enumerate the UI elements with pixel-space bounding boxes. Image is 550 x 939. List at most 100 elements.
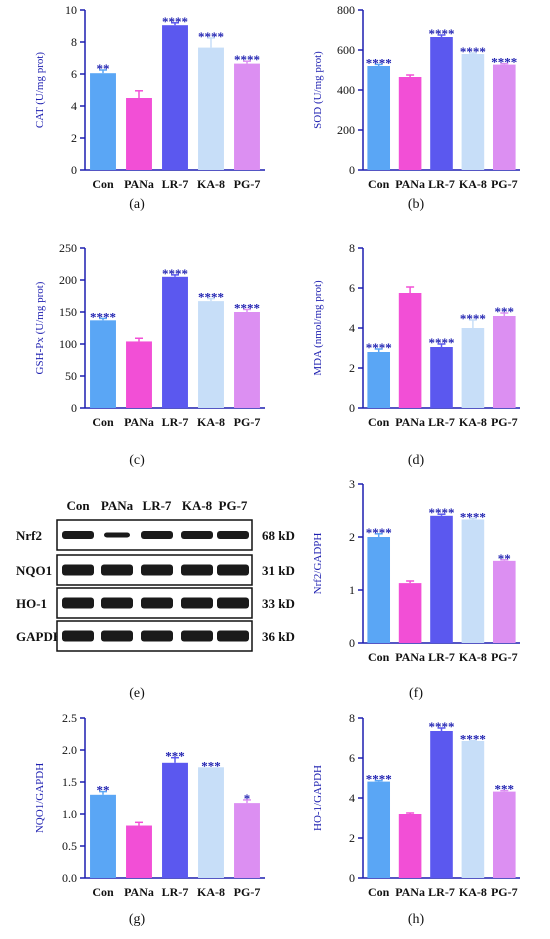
significance-label: *** (495, 304, 515, 319)
bar-pg-7 (492, 560, 516, 643)
x-tick-label: PANa (395, 885, 425, 899)
x-tick-label: KA-8 (197, 177, 225, 191)
y-tick-label: 2 (349, 831, 355, 845)
blot-band (101, 564, 133, 576)
y-tick-label: 200 (337, 123, 355, 137)
blot-band (101, 630, 133, 642)
y-tick-label: 100 (59, 337, 77, 351)
x-tick-label: PANa (395, 650, 425, 664)
y-tick-label: 1.5 (62, 775, 77, 789)
y-tick-label: 4 (71, 99, 77, 113)
x-tick-label: PANa (124, 415, 154, 429)
y-tick-label: 8 (349, 241, 355, 255)
bar-con (90, 73, 116, 170)
y-tick-label: 0.0 (62, 871, 77, 885)
significance-label: **** (460, 44, 486, 59)
chart-panel-d: 0 2 4 6 8 MDA (nmol/mg prot) **** Con PANa **** LR… (312, 241, 520, 429)
blot-band (181, 630, 213, 642)
caption-a: (a) (129, 197, 145, 212)
y-tick-label: 6 (349, 281, 355, 295)
y-axis-title: Nrf2/GADPH (312, 533, 324, 595)
significance-label: *** (165, 749, 185, 764)
blot-band (141, 630, 173, 642)
kd-label: 68 kD (262, 528, 295, 543)
y-tick-label: 800 (337, 3, 355, 17)
y-tick-label: 3 (349, 477, 355, 491)
kd-label: 36 kD (262, 629, 295, 644)
lane-label: PANa (101, 498, 134, 513)
x-tick-label: LR-7 (428, 177, 455, 191)
bar-pana (398, 583, 422, 643)
caption-g: (g) (128, 912, 146, 927)
significance-label: *** (201, 758, 221, 773)
bar-pana (126, 825, 152, 878)
x-tick-label: KA-8 (197, 885, 225, 899)
blot-band (141, 597, 173, 609)
bar-con (367, 352, 391, 408)
x-tick-label: LR-7 (428, 650, 455, 664)
bar-ka-8 (461, 328, 485, 408)
significance-label: ** (498, 551, 511, 566)
x-tick-label: PG-7 (491, 177, 518, 191)
y-tick-label: 0 (349, 163, 355, 177)
x-tick-label: PG-7 (234, 885, 261, 899)
x-tick-label: Con (368, 650, 390, 664)
protein-label: NQO1 (16, 563, 52, 578)
lane-label: Con (66, 498, 90, 513)
bar-pana (126, 341, 152, 408)
significance-label: **** (460, 732, 486, 747)
y-tick-label: 150 (59, 305, 77, 319)
x-tick-label: PANa (124, 177, 154, 191)
bar-con (367, 66, 391, 170)
protein-label: GAPDH (16, 629, 63, 644)
lane-label: PG-7 (219, 498, 248, 513)
x-tick-label: LR-7 (428, 885, 455, 899)
x-tick-label: KA-8 (459, 650, 487, 664)
y-axis-title: GSH-Px (U/mg prot) (34, 281, 46, 374)
bar-pg-7 (234, 803, 260, 878)
significance-label: **** (198, 290, 224, 305)
x-tick-label: Con (92, 885, 114, 899)
x-tick-label: Con (92, 177, 114, 191)
y-axis-title: HO-1/GAPDH (312, 765, 324, 831)
y-tick-label: 1.0 (62, 807, 77, 821)
y-tick-label: 6 (349, 751, 355, 765)
protein-label: Nrf2 (16, 528, 42, 543)
caption-e: (e) (129, 686, 145, 701)
lane-label: LR-7 (143, 498, 172, 513)
bar-con (367, 537, 391, 643)
blot-band (62, 630, 94, 642)
blot-band (181, 531, 213, 539)
y-tick-label: 0.5 (62, 839, 77, 853)
y-tick-label: 0 (71, 163, 77, 177)
y-axis-title: CAT (U/mg prot) (34, 52, 46, 129)
bar-lr-7 (430, 37, 453, 170)
bar-lr-7 (430, 731, 453, 878)
bar-con (90, 320, 116, 408)
x-tick-label: KA-8 (459, 177, 487, 191)
x-tick-label: KA-8 (197, 415, 225, 429)
caption-f: (f) (409, 686, 423, 701)
x-tick-label: LR-7 (162, 177, 189, 191)
lane-label: KA-8 (182, 498, 213, 513)
significance-label: **** (198, 29, 224, 44)
bar-pg-7 (492, 64, 516, 170)
significance-label: ** (97, 61, 110, 76)
chart-panel-b: 0 200 400 600 800 SOD (U/mg prot) **** Con PANa *… (312, 3, 520, 191)
blot-band (181, 564, 213, 576)
blot-band (217, 564, 249, 576)
y-tick-label: 1 (349, 583, 355, 597)
bar-lr-7 (430, 515, 453, 643)
kd-label: 31 kD (262, 563, 295, 578)
x-tick-label: PG-7 (234, 415, 261, 429)
bar-pg-7 (234, 63, 260, 170)
western-blot: Con PANa LR-7 KA-8 PG-7 Nrf2 68 kD NQO1 31 kD HO-… (16, 498, 295, 652)
y-tick-label: 2 (349, 361, 355, 375)
significance-label: **** (234, 52, 260, 67)
significance-label: **** (429, 719, 455, 734)
significance-label: **** (234, 300, 260, 315)
y-tick-label: 4 (349, 321, 355, 335)
significance-label: **** (491, 55, 517, 70)
caption-c: (c) (129, 453, 145, 468)
